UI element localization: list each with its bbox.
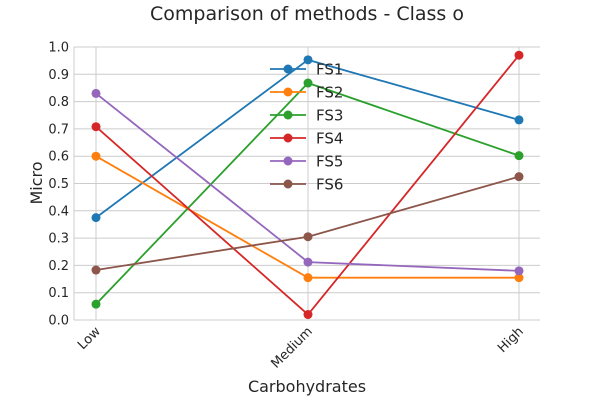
y-tick-label: 1.0 (48, 41, 69, 56)
data-point (91, 122, 101, 132)
y-axis-title: Micro (27, 161, 46, 204)
data-point (514, 172, 524, 182)
legend-item: FS5 (270, 153, 343, 171)
data-point (303, 257, 313, 267)
y-tick-label: 0.7 (48, 122, 69, 137)
legend-item: FS2 (270, 84, 343, 102)
axes (73, 47, 540, 321)
data-point (514, 266, 524, 276)
data-point (514, 273, 524, 283)
x-tick-label: High (495, 324, 527, 356)
y-tick-label: 0.9 (48, 68, 69, 83)
data-point (91, 265, 101, 275)
y-tick-label: 0.1 (48, 286, 69, 301)
chart-title: Comparison of methods - Class o (150, 3, 464, 25)
y-tick-label: 0.3 (48, 232, 69, 247)
y-tick-label: 0.4 (48, 204, 69, 219)
series-fs5 (91, 88, 524, 276)
series-lines (91, 50, 524, 320)
data-point (514, 115, 524, 125)
legend-swatch-marker (283, 156, 293, 166)
data-point (303, 310, 313, 320)
y-tick-labels: 0.0 0.1 0.2 0.3 0.4 0.5 0.6 0.7 0.8 0.9 1.0 (48, 41, 69, 329)
legend-label: FS4 (316, 130, 343, 148)
series-fs2 (91, 151, 524, 283)
data-point (303, 55, 313, 65)
y-tick-label: 0.2 (48, 259, 69, 274)
data-point (303, 78, 313, 88)
data-point (91, 151, 101, 161)
legend-item: FS6 (270, 176, 343, 194)
legend-swatch-marker (283, 87, 293, 97)
y-tick-label: 0.6 (48, 150, 69, 165)
legend-label: FS2 (316, 84, 343, 102)
x-axis-title: Carbohydrates (248, 377, 366, 396)
x-tick-label: Low (75, 324, 104, 353)
x-tick-labels: Low Medium High (75, 324, 527, 372)
legend-swatch-marker (283, 64, 293, 74)
data-point (91, 213, 101, 223)
legend-swatch-marker (283, 133, 293, 143)
legend-swatch-marker (283, 179, 293, 189)
legend-item: FS3 (270, 107, 343, 125)
data-point (91, 299, 101, 309)
legend-label: FS3 (316, 107, 343, 125)
legend-label: FS6 (316, 176, 343, 194)
y-tick-label: 0.0 (48, 314, 69, 329)
data-point (303, 273, 313, 283)
legend-label: FS1 (316, 61, 343, 79)
legend-item: FS1 (270, 61, 343, 79)
series-fs1 (91, 55, 524, 223)
y-tick-label: 0.8 (48, 95, 69, 110)
x-tick-label: Medium (268, 324, 315, 371)
data-point (303, 232, 313, 242)
data-point (514, 50, 524, 60)
legend-label: FS5 (316, 153, 343, 171)
series-fs3 (91, 78, 524, 309)
data-point (514, 151, 524, 161)
legend-swatch-marker (283, 110, 293, 120)
legend: FS1 FS2 FS3 FS4 FS5 FS6 (270, 61, 343, 194)
series-fs6 (91, 172, 524, 275)
data-point (91, 88, 101, 98)
series-fs4 (91, 50, 524, 320)
y-tick-label: 0.5 (48, 177, 69, 192)
legend-item: FS4 (270, 130, 343, 148)
